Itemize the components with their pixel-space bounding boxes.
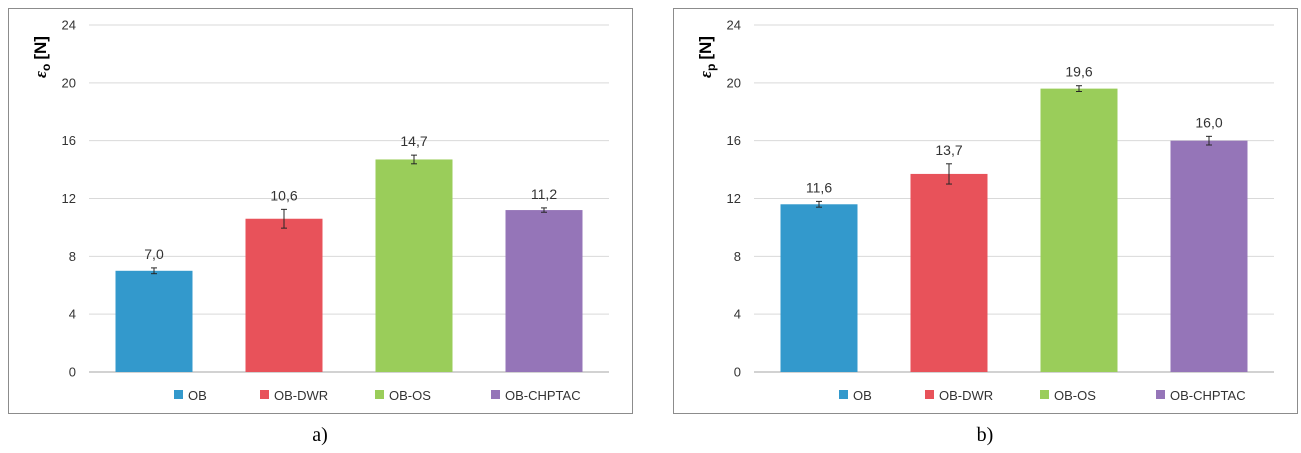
bar-value-label: 7,0 bbox=[144, 246, 164, 262]
error-bar bbox=[946, 163, 952, 185]
bar-series: 11,6 13,7 19,6 16,0 bbox=[780, 64, 1248, 372]
y-tick-label: 16 bbox=[62, 133, 76, 148]
legend-item: OB-CHPTAC bbox=[491, 388, 581, 403]
y-axis-ticks: 0 4 8 12 16 20 24 bbox=[727, 18, 741, 380]
legend-item: OB-OS bbox=[375, 388, 431, 403]
y-tick-label: 4 bbox=[734, 307, 741, 322]
y-axis-label: εp [N] bbox=[696, 36, 718, 78]
y-tick-label: 24 bbox=[727, 18, 741, 33]
y-tick-label: 0 bbox=[69, 365, 76, 380]
chart-panel-a: 0 4 8 12 16 20 24 εo[N] 7,0 10,6 14,7 11,2 OB OB-DWR O… bbox=[8, 8, 633, 414]
panel-caption-b: b) bbox=[976, 424, 994, 446]
bar-value-label: 10,6 bbox=[270, 187, 297, 203]
legend-item: OB-OS bbox=[1040, 388, 1096, 403]
y-axis-symbol: ε bbox=[31, 71, 50, 78]
bar-ob-dwr bbox=[245, 218, 323, 372]
bar-value-label: 19,6 bbox=[1065, 64, 1092, 80]
legend-label: OB-CHPTAC bbox=[505, 388, 581, 403]
y-axis-unit: [N] bbox=[696, 36, 715, 60]
y-tick-label: 0 bbox=[734, 365, 741, 380]
error-bar bbox=[541, 207, 547, 213]
y-axis-ticks: 0 4 8 12 16 20 24 bbox=[62, 18, 76, 380]
y-axis-unit: [N] bbox=[31, 36, 50, 60]
error-bar bbox=[816, 200, 822, 208]
legend: OB OB-DWR OB-OS OB-CHPTAC bbox=[839, 388, 1246, 403]
y-tick-label: 20 bbox=[727, 75, 741, 90]
bar-ob-os bbox=[375, 159, 453, 372]
y-tick-label: 8 bbox=[69, 249, 76, 264]
legend-swatch bbox=[375, 390, 384, 399]
y-tick-label: 24 bbox=[62, 18, 76, 33]
legend-label: OB-CHPTAC bbox=[1170, 388, 1246, 403]
bar-ob-chptac bbox=[505, 210, 583, 372]
legend-label: OB-DWR bbox=[939, 388, 993, 403]
legend-item: OB-DWR bbox=[260, 388, 328, 403]
bar-ob bbox=[115, 270, 193, 372]
y-tick-label: 8 bbox=[734, 249, 741, 264]
legend-item: OB bbox=[839, 388, 872, 403]
y-axis-symbol: ε bbox=[696, 71, 715, 78]
legend-swatch bbox=[260, 390, 269, 399]
y-axis-subscript: p bbox=[704, 64, 718, 71]
legend-label: OB-OS bbox=[389, 388, 431, 403]
y-axis-subscript: o bbox=[39, 64, 53, 71]
bar-series: 7,0 10,6 14,7 11,2 bbox=[115, 133, 583, 372]
error-bar bbox=[411, 154, 417, 165]
bar-ob-dwr bbox=[910, 173, 988, 372]
error-bar bbox=[281, 208, 287, 229]
bar-value-label: 11,6 bbox=[806, 179, 832, 195]
error-bar bbox=[1076, 85, 1082, 93]
bar-ob-os bbox=[1040, 88, 1118, 372]
legend-label: OB-OS bbox=[1054, 388, 1096, 403]
y-axis-label: εo [N] bbox=[31, 36, 53, 78]
y-tick-label: 12 bbox=[62, 191, 76, 206]
legend-label: OB bbox=[853, 388, 872, 403]
legend-swatch bbox=[174, 390, 183, 399]
y-tick-label: 20 bbox=[62, 75, 76, 90]
legend-swatch bbox=[839, 390, 848, 399]
error-bar bbox=[1206, 135, 1212, 146]
bar-chart-b: 0 4 8 12 16 20 24 εp [N] 11,6 13,7 19,6 16,0 OB OB-DWR… bbox=[696, 18, 1274, 403]
bar-ob-chptac bbox=[1170, 140, 1248, 372]
y-tick-label: 16 bbox=[727, 133, 741, 148]
bar-value-label: 13,7 bbox=[935, 142, 962, 158]
legend-item: OB-DWR bbox=[925, 388, 993, 403]
chart-panel-b: 0 4 8 12 16 20 24 εp [N] 11,6 13,7 19,6 16,0 OB OB-DWR… bbox=[673, 8, 1298, 414]
legend-label: OB-DWR bbox=[274, 388, 328, 403]
bar-value-label: 11,2 bbox=[531, 186, 557, 202]
legend-swatch bbox=[1156, 390, 1165, 399]
bar-value-label: 16,0 bbox=[1195, 114, 1222, 130]
y-tick-label: 4 bbox=[69, 307, 76, 322]
legend-item: OB-CHPTAC bbox=[1156, 388, 1246, 403]
legend-item: OB bbox=[174, 388, 207, 403]
panel-caption-a: a) bbox=[312, 424, 328, 446]
bar-value-label: 14,7 bbox=[400, 133, 427, 149]
legend-label: OB bbox=[188, 388, 207, 403]
legend-swatch bbox=[925, 390, 934, 399]
legend-swatch bbox=[1040, 390, 1049, 399]
bar-ob bbox=[780, 204, 858, 372]
legend-swatch bbox=[491, 390, 500, 399]
y-tick-label: 12 bbox=[727, 191, 741, 206]
legend: OB OB-DWR OB-OS OB-CHPTAC bbox=[174, 388, 581, 403]
error-bar bbox=[151, 267, 157, 275]
